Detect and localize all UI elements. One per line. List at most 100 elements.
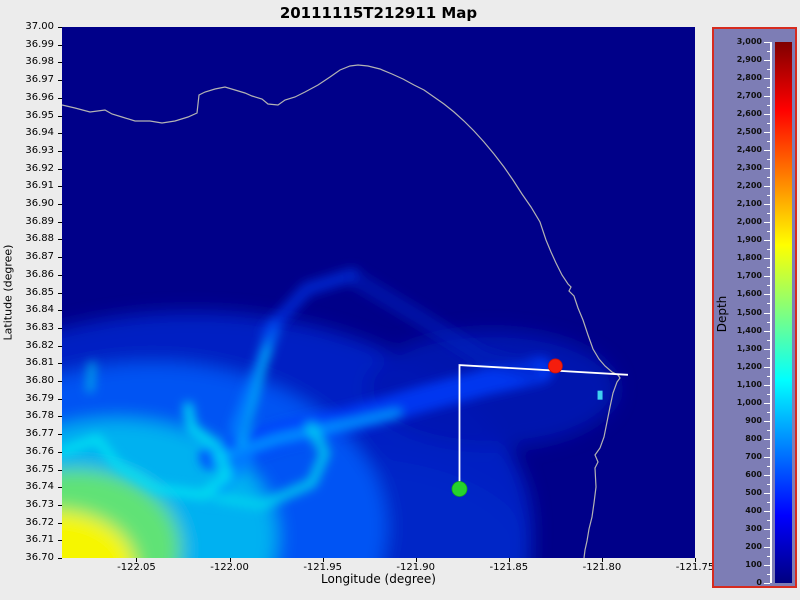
- colorbar-tick-label: 600: [745, 469, 762, 479]
- x-tick-mark: [508, 558, 510, 562]
- colorbar-panel: Depth 3,000 2,900 2,800 2,700 2,600 2,500 2,40…: [712, 27, 797, 588]
- colorbar-minor-tick-mark: [767, 357, 770, 359]
- colorbar-minor-tick-mark: [767, 87, 770, 89]
- y-tick-mark: [58, 62, 62, 64]
- y-tick-mark: [58, 44, 62, 46]
- bathymetry-map: [62, 27, 695, 558]
- colorbar-minor-tick-mark: [767, 195, 770, 197]
- y-tick-mark: [58, 469, 62, 471]
- colorbar-tick-label: 2,900: [736, 55, 762, 65]
- green-dot-marker: [451, 481, 468, 497]
- colorbar-minor-tick-mark: [767, 51, 770, 53]
- colorbar-tick-label: 2,700: [736, 91, 762, 101]
- colorbar-minor-tick-mark: [767, 339, 770, 341]
- colorbar-gradient: [775, 42, 792, 583]
- colorbar-tick-mark: [764, 132, 770, 134]
- colorbar-minor-tick-mark: [767, 411, 770, 413]
- colorbar-tick-mark: [764, 186, 770, 188]
- vehicle-track-line: [458, 364, 629, 489]
- colorbar-tick-mark: [764, 240, 770, 242]
- y-tick-mark: [58, 115, 62, 117]
- y-tick-mark: [58, 97, 62, 99]
- y-tick-label: 36.72: [25, 516, 54, 528]
- y-tick-mark: [58, 540, 62, 542]
- depth-blob: [62, 511, 134, 558]
- y-tick-label: 36.74: [25, 481, 54, 493]
- plot-title: 20111115T212911 Map: [279, 4, 478, 22]
- colorbar-tick-label: 300: [745, 523, 762, 533]
- colorbar-tick-label: 3,000: [736, 37, 762, 46]
- colorbar-tick-mark: [764, 564, 770, 566]
- y-tick-mark: [58, 504, 62, 506]
- colorbar-axis-line: [770, 42, 772, 583]
- y-tick-label: 36.98: [25, 56, 54, 68]
- colorbar-tick-label: 1,700: [736, 271, 762, 281]
- colorbar-tick-label: 500: [745, 487, 762, 497]
- colorbar-tick-label: 400: [745, 505, 762, 515]
- y-tick-mark: [58, 327, 62, 329]
- canyon-channel: [260, 268, 359, 339]
- colorbar-minor-tick-mark: [767, 141, 770, 143]
- y-tick-label: 36.86: [25, 268, 54, 280]
- colorbar-minor-tick-mark: [767, 249, 770, 251]
- y-tick-label: 36.78: [25, 410, 54, 422]
- coastline: [62, 64, 621, 558]
- colorbar-minor-tick-mark: [767, 303, 770, 305]
- colorbar-tick-label: 100: [745, 559, 762, 569]
- colorbar-tick-mark: [764, 78, 770, 80]
- y-tick-mark: [58, 416, 62, 418]
- colorbar-minor-tick-mark: [767, 159, 770, 161]
- colorbar-tick-label: 0: [756, 578, 762, 587]
- y-tick-mark: [58, 292, 62, 294]
- colorbar-minor-tick-mark: [767, 105, 770, 107]
- x-tick-label: -122.00: [210, 562, 249, 573]
- x-tick-mark: [136, 558, 138, 562]
- x-tick-label: -121.80: [582, 562, 622, 573]
- y-tick-label: 36.93: [25, 144, 54, 156]
- y-tick-label: 36.71: [25, 534, 54, 546]
- colorbar-minor-tick-mark: [767, 375, 770, 377]
- y-tick-mark: [58, 310, 62, 312]
- colorbar-tick-label: 1,400: [736, 325, 762, 335]
- colorbar-tick-mark: [764, 438, 770, 440]
- colorbar-tick-mark: [764, 204, 770, 206]
- colorbar-tick-label: 1,000: [736, 397, 762, 407]
- colorbar-tick-mark: [764, 96, 770, 98]
- y-tick-label: 36.76: [25, 445, 54, 457]
- colorbar-tick-label: 700: [745, 451, 762, 461]
- colorbar-minor-tick-mark: [767, 501, 770, 503]
- colorbar-tick-mark: [764, 114, 770, 116]
- colorbar-tick-mark: [764, 456, 770, 458]
- colorbar-tick-mark: [764, 168, 770, 170]
- x-tick-mark: [695, 558, 696, 562]
- y-tick-mark: [58, 150, 62, 152]
- canyon-channel: [86, 361, 96, 393]
- colorbar-tick-mark: [764, 312, 770, 314]
- colorbar-tick-label: 2,000: [736, 217, 762, 227]
- bathymetry-canyon-channels: [62, 268, 553, 510]
- colorbar-minor-tick-mark: [767, 573, 770, 575]
- colorbar-tick-mark: [764, 492, 770, 494]
- y-tick-mark: [58, 80, 62, 82]
- colorbar-tick-label: 1,500: [736, 307, 762, 317]
- y-tick-label: 36.99: [25, 38, 54, 50]
- colorbar-tick-label: 1,200: [736, 361, 762, 371]
- x-tick-mark: [601, 558, 603, 562]
- x-axis-label: Longitude (degree): [321, 572, 436, 586]
- y-tick-mark: [58, 345, 62, 347]
- y-tick-mark: [58, 558, 62, 559]
- y-tick-label: 36.85: [25, 286, 54, 298]
- red-dot-marker: [547, 358, 563, 374]
- y-tick-label: 36.97: [25, 74, 54, 86]
- colorbar-tick-mark: [764, 150, 770, 152]
- colorbar-tick-mark: [764, 420, 770, 422]
- y-tick-label: 36.83: [25, 321, 54, 333]
- x-tick-mark: [322, 558, 324, 562]
- colorbar-minor-tick-mark: [767, 231, 770, 233]
- y-tick-mark: [58, 186, 62, 188]
- x-tick-label: -121.75: [675, 562, 715, 573]
- y-tick-label: 36.96: [25, 91, 54, 103]
- colorbar-tick-mark: [764, 474, 770, 476]
- colorbar-minor-tick-mark: [767, 519, 770, 521]
